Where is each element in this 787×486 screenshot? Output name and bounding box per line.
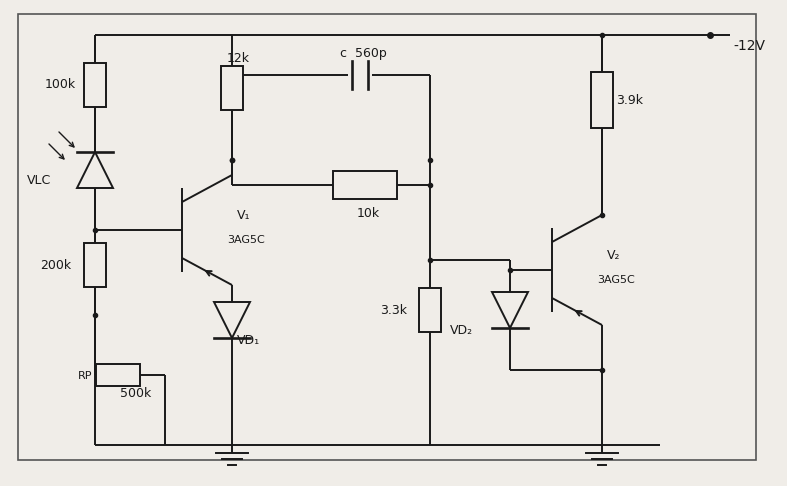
Bar: [333, 171, 397, 199]
Bar: [84, 63, 106, 107]
Bar: [221, 66, 243, 110]
Text: 3AG5C: 3AG5C: [227, 235, 264, 245]
Text: V₁: V₁: [237, 208, 250, 222]
Text: 200k: 200k: [40, 259, 71, 272]
Text: -12V: -12V: [733, 39, 765, 53]
Text: VD₂: VD₂: [450, 324, 473, 336]
Polygon shape: [77, 152, 113, 188]
Text: 3.3k: 3.3k: [380, 303, 407, 316]
Bar: [96, 364, 140, 386]
Text: 100k: 100k: [45, 79, 76, 91]
Text: VLC: VLC: [27, 174, 51, 187]
Text: c  560p: c 560p: [340, 47, 386, 59]
Text: VD₁: VD₁: [237, 333, 260, 347]
Text: 3.9k: 3.9k: [616, 93, 643, 106]
Polygon shape: [214, 302, 250, 338]
Text: 10k: 10k: [357, 207, 380, 220]
Text: V₂: V₂: [607, 248, 620, 261]
Bar: [591, 72, 613, 128]
Polygon shape: [492, 292, 528, 328]
Text: 12k: 12k: [227, 52, 250, 65]
Bar: [84, 243, 106, 287]
Bar: [419, 288, 441, 332]
Text: 500k: 500k: [120, 386, 151, 399]
Text: RP: RP: [78, 371, 93, 381]
Text: 3AG5C: 3AG5C: [597, 275, 635, 285]
